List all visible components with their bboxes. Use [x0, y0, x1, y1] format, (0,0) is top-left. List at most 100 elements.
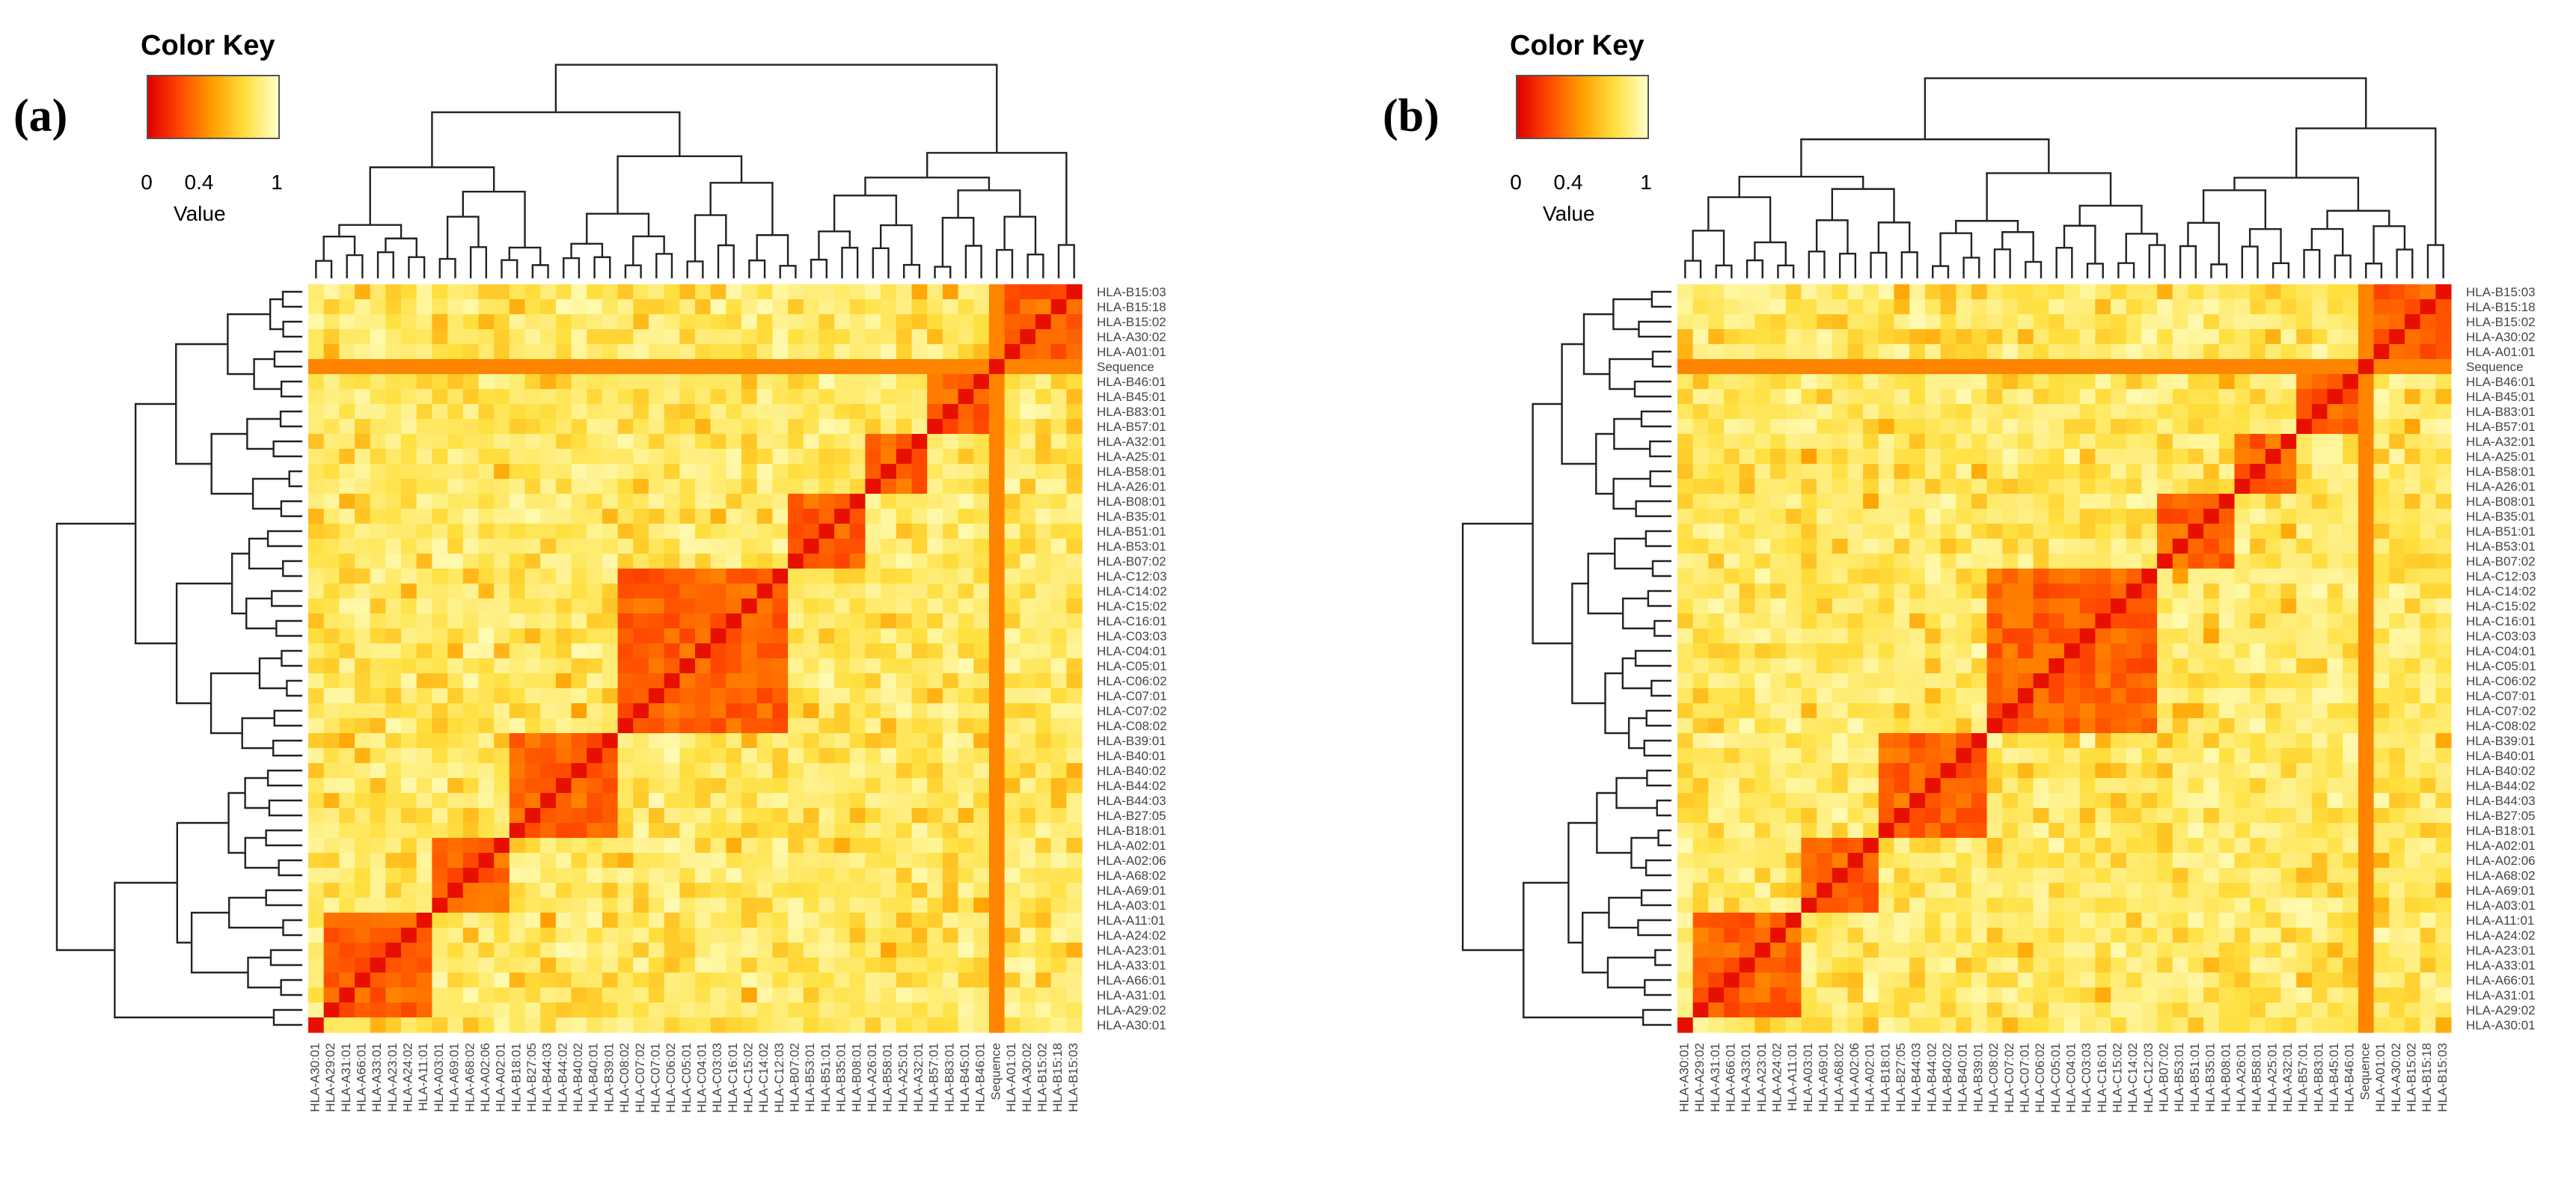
heatmap-cell: [2095, 883, 2111, 898]
heatmap-cell: [741, 868, 758, 884]
heatmap-cell: [1692, 524, 1709, 539]
heatmap-cell: [1677, 913, 1694, 928]
heatmap-cell: [416, 479, 433, 494]
heatmap-cell: [2064, 853, 2081, 869]
heatmap-cell: [2095, 613, 2111, 629]
heatmap-cell: [664, 464, 680, 480]
heatmap-cell: [540, 389, 557, 405]
heatmap-cell: [1692, 299, 1709, 315]
heatmap-cell: [524, 314, 541, 330]
heatmap-cell: [1754, 658, 1771, 674]
heatmap-cell: [648, 763, 665, 779]
heatmap-cell: [2420, 853, 2436, 869]
heatmap-cell: [849, 973, 866, 988]
dendrogram-branch: [957, 189, 1021, 218]
heatmap-cell: [2002, 509, 2019, 524]
heatmap-cell: [370, 569, 386, 584]
heatmap-cell: [2111, 748, 2127, 764]
heatmap-cell: [617, 718, 634, 734]
heatmap-cell: [819, 673, 835, 689]
heatmap-cell: [540, 928, 557, 943]
heatmap-cell: [664, 913, 680, 928]
heatmap-cell: [308, 838, 325, 854]
heatmap-cell: [401, 703, 417, 719]
heatmap-cell: [2079, 808, 2096, 824]
heatmap-cell: [1832, 643, 1849, 659]
heatmap-cell: [1050, 673, 1067, 689]
heatmap-cell: [401, 449, 417, 465]
heatmap-cell: [509, 943, 526, 958]
heatmap-cell: [679, 314, 696, 330]
heatmap-cell: [633, 763, 649, 779]
heatmap-cell: [602, 823, 619, 839]
heatmap-cell: [1754, 868, 1771, 884]
heatmap-cell: [401, 808, 417, 824]
heatmap-cell: [927, 973, 943, 988]
heatmap-cell: [308, 643, 325, 659]
heatmap-cell: [432, 733, 448, 749]
heatmap-cell: [958, 1017, 974, 1033]
heatmap-cell: [509, 314, 526, 330]
heatmap-cell: [756, 853, 773, 869]
heatmap-cell: [988, 359, 1006, 375]
heatmap-cell: [2111, 359, 2127, 375]
heatmap-cell: [447, 434, 464, 450]
heatmap-cell: [865, 987, 881, 1003]
heatmap-cell: [756, 718, 773, 734]
heatmap-cell: [881, 374, 897, 390]
heatmap-cell: [2002, 479, 2019, 494]
heatmap-cell: [416, 853, 433, 869]
heatmap-cell: [2126, 554, 2142, 569]
heatmap-cell: [2141, 733, 2158, 749]
heatmap-cell: [2002, 688, 2019, 704]
heatmap-cell: [1739, 539, 1755, 554]
heatmap-cell: [1801, 658, 1817, 674]
heatmap-cell: [1066, 284, 1083, 300]
heatmap-cell: [2234, 359, 2251, 375]
heatmap-cell: [2234, 733, 2251, 749]
heatmap-cell: [788, 613, 804, 629]
heatmap-cell: [648, 883, 665, 898]
heatmap-cell: [988, 673, 1006, 689]
heatmap-cell: [447, 763, 464, 779]
heatmap-cell: [2296, 464, 2313, 480]
heatmap-cell: [849, 419, 866, 435]
heatmap-cell: [2234, 793, 2251, 809]
heatmap-cell: [447, 808, 464, 824]
heatmap-cell: [1754, 688, 1771, 704]
heatmap-cell: [339, 898, 355, 913]
heatmap-cell: [1677, 598, 1694, 614]
heatmap-cell: [710, 928, 726, 943]
heatmap-cell: [1770, 703, 1787, 719]
heatmap-cell: [2079, 329, 2096, 345]
heatmap-cell: [788, 509, 804, 524]
heatmap-cell: [2111, 584, 2127, 599]
heatmap-cell: [494, 703, 510, 719]
heatmap-cell: [370, 838, 386, 854]
heatmap-cell: [1940, 598, 1957, 614]
heatmap-cell: [2296, 748, 2313, 764]
heatmap-cell: [2250, 838, 2266, 854]
heatmap-cell: [1035, 793, 1052, 809]
heatmap-cell: [1894, 913, 1910, 928]
heatmap-cell: [540, 1017, 557, 1033]
heatmap-cell: [2157, 419, 2173, 435]
heatmap-cell: [2420, 479, 2436, 494]
heatmap-cell: [633, 643, 649, 659]
heatmap-cell: [1739, 718, 1755, 734]
heatmap-cell: [555, 434, 572, 450]
heatmap-cell: [695, 359, 712, 375]
heatmap-cell: [2435, 643, 2452, 659]
heatmap-cell: [772, 658, 789, 674]
heatmap-cell: [2218, 598, 2236, 614]
heatmap-cell: [1847, 314, 1864, 330]
heatmap-cell: [849, 703, 866, 719]
heatmap-cell: [1066, 763, 1083, 779]
heatmap-cell: [679, 329, 696, 345]
heatmap-cell: [1801, 853, 1817, 869]
heatmap-cell: [1785, 284, 1802, 300]
heatmap-cell: [1986, 688, 2003, 704]
heatmap-cell: [1832, 733, 1849, 749]
heatmap-cell: [1924, 868, 1942, 884]
heatmap-cell: [355, 1002, 371, 1018]
